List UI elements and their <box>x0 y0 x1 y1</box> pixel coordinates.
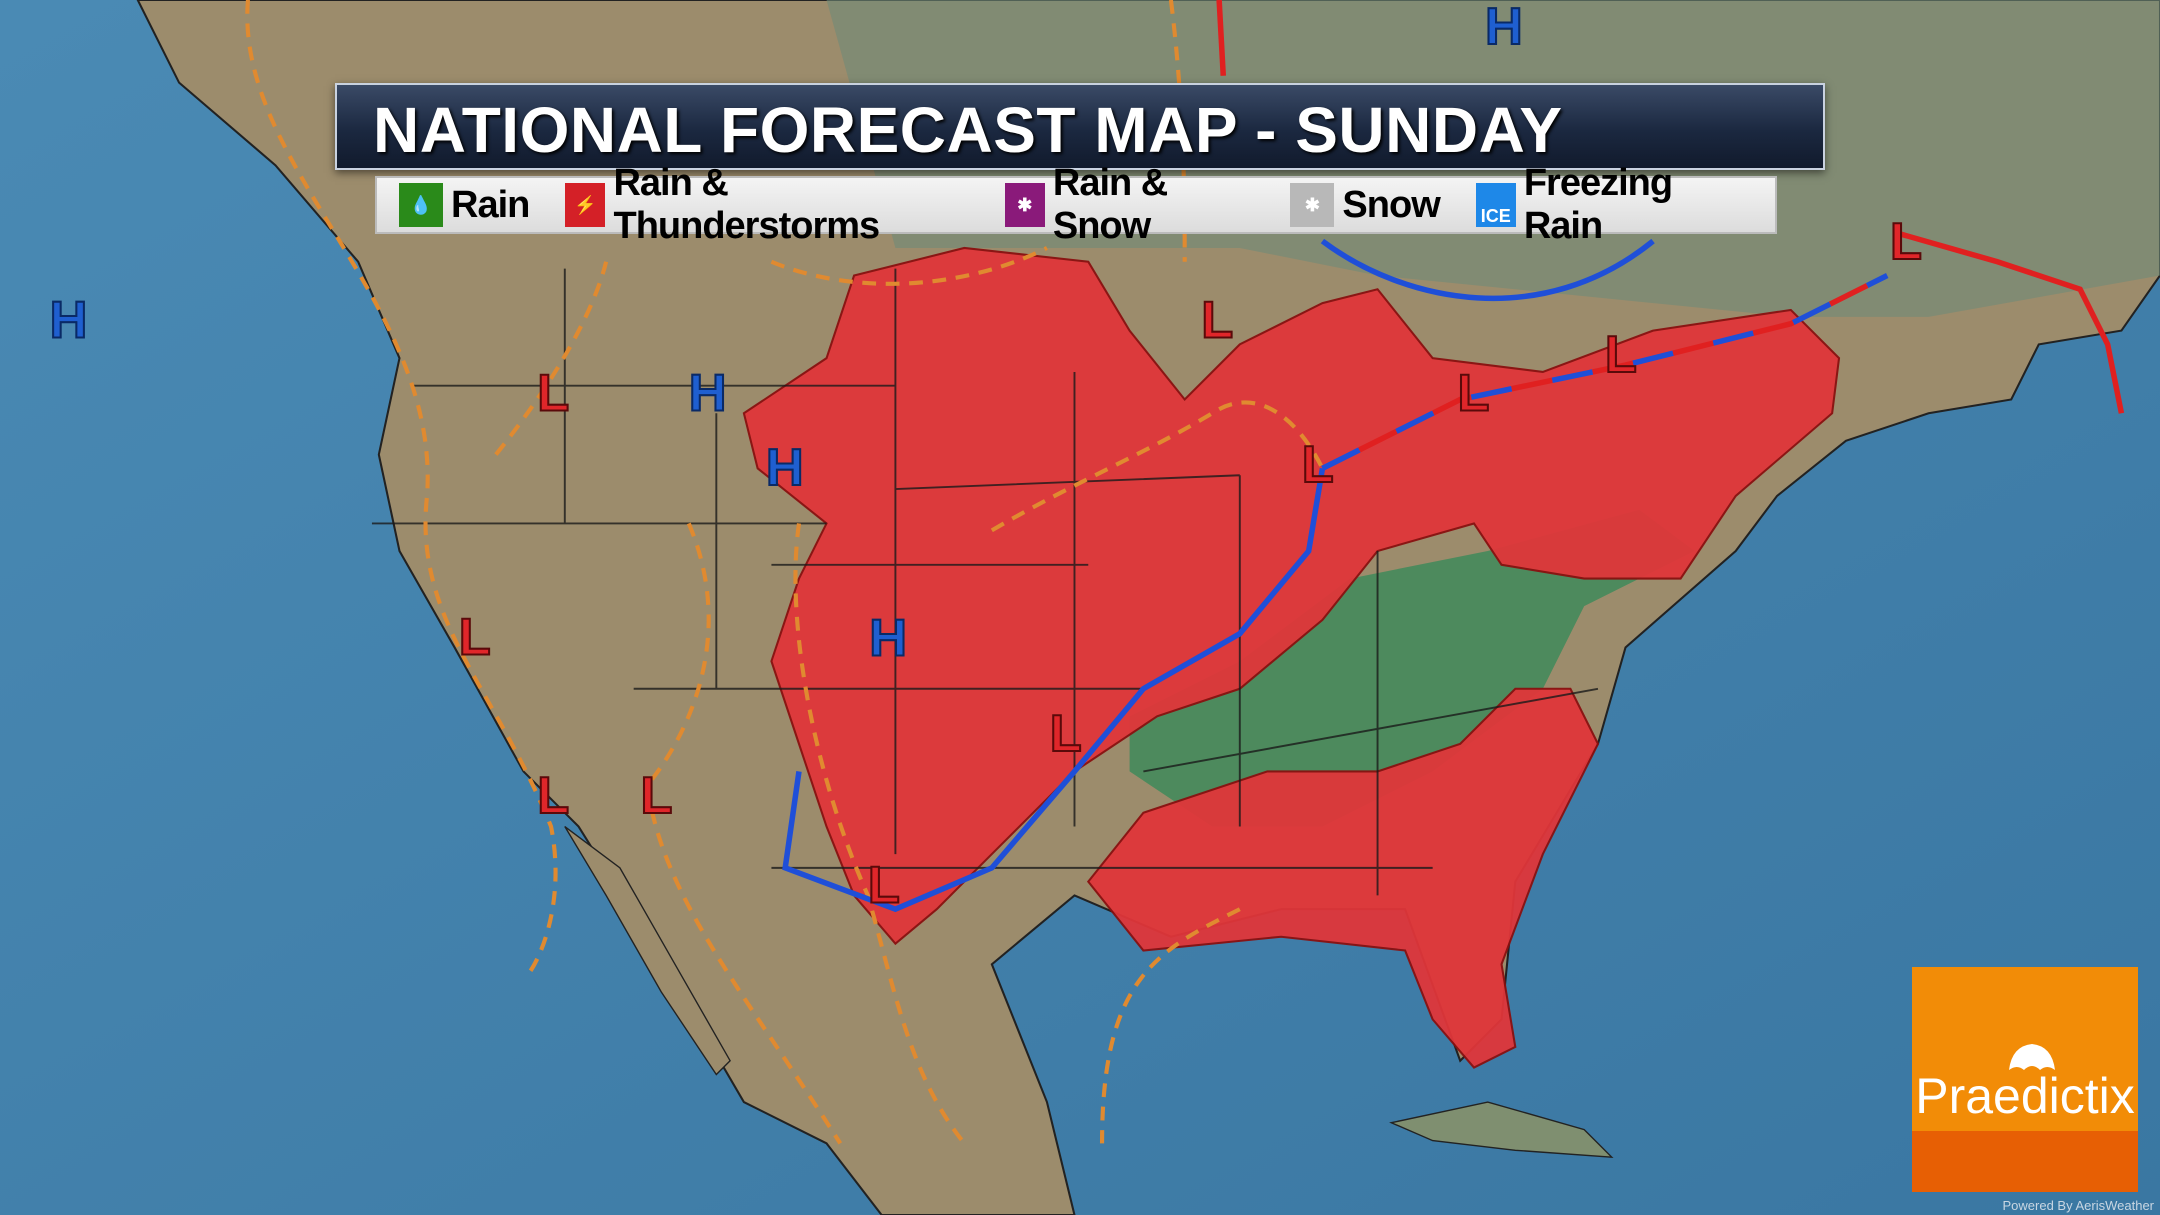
stationary-front-northeast <box>1321 273 1889 471</box>
land-cuba <box>1389 1101 1614 1158</box>
precip-thunderstorm-area-southeast <box>1086 687 1600 1069</box>
high-pressure-marker: H <box>766 439 804 497</box>
legend-label: Rain <box>451 183 530 226</box>
cold-front-quebec <box>1320 238 1655 302</box>
legend-label: Snow <box>1342 183 1440 226</box>
warm-front-atlantic <box>1900 231 2125 414</box>
low-pressure-marker: L <box>1605 326 1637 384</box>
ice-badge: ICE <box>1480 206 1511 226</box>
snowflake-icon: ✱ <box>1290 183 1335 227</box>
legend-item-snow: ✱ Snow <box>1290 183 1441 227</box>
title-banner: NATIONAL FORECAST MAP - SUNDAY <box>335 83 1825 170</box>
logo-bottom-band <box>1912 1131 2138 1192</box>
legend-label: Freezing Rain <box>1523 162 1673 247</box>
lightning-icon: ⚡ <box>565 183 606 227</box>
cold-front-plains <box>782 467 1326 913</box>
umbrella-icon <box>2009 1044 2055 1070</box>
state-borders <box>371 268 1599 896</box>
low-pressure-marker: L <box>537 767 569 825</box>
land-baja <box>564 825 731 1076</box>
low-pressure-marker: L <box>1302 436 1334 494</box>
fronts <box>782 0 2125 913</box>
praedictix-logo: Praedictix <box>1912 967 2138 1192</box>
low-pressure-marker: L <box>1457 365 1489 423</box>
raindrop-icon: 💧 <box>399 183 443 227</box>
page-title: NATIONAL FORECAST MAP - SUNDAY <box>373 94 1563 166</box>
low-pressure-marker: L <box>459 608 491 666</box>
legend-label: Rain & Thunderstorms <box>613 162 880 247</box>
low-pressure-marker: L <box>537 365 569 423</box>
legend-item-rain-snow: ✱ Rain & Snow <box>1004 162 1255 248</box>
high-pressure-marker: H <box>869 610 907 668</box>
ice-icon: ICE <box>1475 183 1516 227</box>
low-pressure-marker: L <box>1201 292 1233 350</box>
low-pressure-marker: L <box>1890 213 1922 271</box>
credit-text: Powered By AerisWeather <box>2002 1198 2155 1213</box>
legend-item-rain: 💧 Rain <box>399 183 530 227</box>
warm-front-hudson <box>1216 0 1227 76</box>
low-pressure-marker: L <box>1050 705 1082 763</box>
legend-item-rain-thunderstorms: ⚡ Rain & Thunderstorms <box>565 162 968 248</box>
low-pressure-marker: L <box>868 856 900 914</box>
pressure-centers: H H H H H L L L L L L L L L L L <box>49 0 1923 915</box>
high-pressure-marker: H <box>1485 0 1523 56</box>
legend-label: Rain & Snow <box>1052 162 1168 247</box>
stationary-front-northeast-warm <box>1321 273 1889 471</box>
precipitation-legend: 💧 Rain ⚡ Rain & Thunderstorms ✱ Rain & S… <box>375 162 1777 247</box>
precip-thunderstorm-area-north <box>742 246 1841 946</box>
snowflake-icon: ✱ <box>1004 183 1045 227</box>
logo-brand-text: Praedictix <box>1915 1068 2135 1124</box>
low-pressure-marker: L <box>641 767 673 825</box>
high-pressure-marker: H <box>689 365 727 423</box>
high-pressure-marker: H <box>50 292 88 350</box>
legend-item-freezing-rain: ICE Freezing Rain <box>1475 162 1739 248</box>
